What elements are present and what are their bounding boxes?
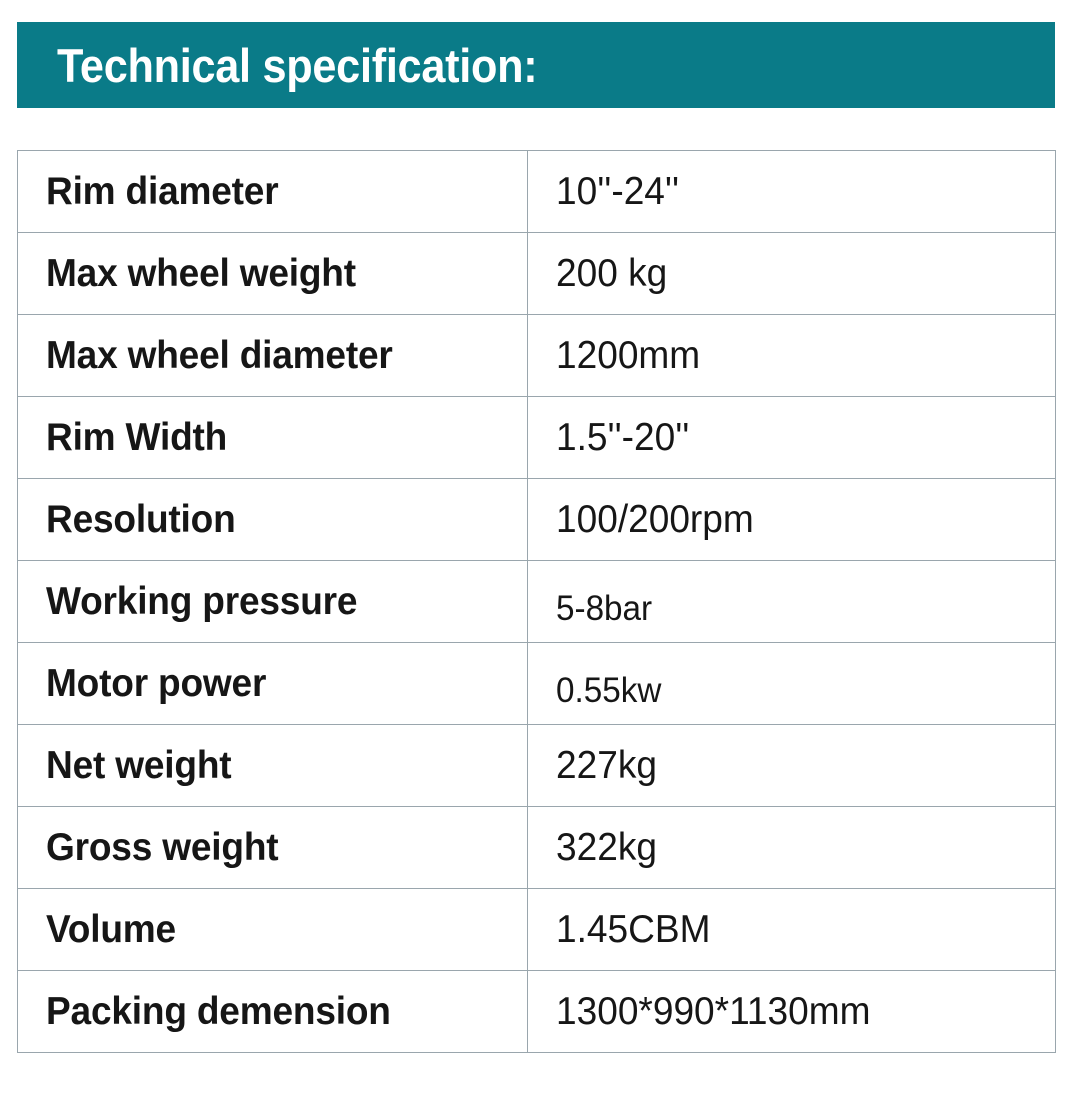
table-row: Resolution 100/200rpm [17, 478, 1056, 561]
spec-label-cell: Resolution [17, 478, 528, 561]
spec-label-cell: Rim Width [17, 396, 528, 479]
spec-value-text: 5-8bar [556, 588, 653, 628]
table-row: Net weight 227kg [17, 724, 1056, 807]
spec-value-text: 1.5''-20'' [556, 415, 690, 459]
table-row: Volume 1.45CBM [17, 888, 1056, 971]
spec-label-text: Resolution [46, 497, 236, 541]
spec-value-cell: 1.45CBM [527, 888, 1056, 971]
spec-value-text: 322kg [556, 825, 657, 869]
spec-value-cell: 322kg [527, 806, 1056, 889]
spec-label-cell: Packing demension [17, 970, 528, 1053]
spec-label-text: Gross weight [46, 825, 279, 869]
spec-label-text: Max wheel diameter [46, 333, 393, 377]
table-row: Gross weight 322kg [17, 806, 1056, 889]
spec-label-cell: Gross weight [17, 806, 528, 889]
spec-value-cell: 1200mm [527, 314, 1056, 397]
spec-value-text: 10''-24'' [556, 169, 680, 213]
spec-value-cell: 200 kg [527, 232, 1056, 315]
spec-value-text: 200 kg [556, 251, 668, 295]
spec-label-cell: Volume [17, 888, 528, 971]
spec-value-text: 1.45CBM [556, 907, 711, 951]
spec-label-text: Volume [46, 907, 176, 951]
spec-value-text: 100/200rpm [556, 497, 754, 541]
table-row: Max wheel diameter 1200mm [17, 314, 1056, 397]
spec-label-text: Max wheel weight [46, 251, 356, 295]
spec-value-cell: 100/200rpm [527, 478, 1056, 561]
spec-label-cell: Motor power [17, 642, 528, 725]
table-row: Motor power 0.55kw [17, 642, 1056, 725]
spec-label-text: Rim Width [46, 415, 228, 459]
spec-header-banner: Technical specification: [17, 22, 1055, 108]
spec-label-cell: Net weight [17, 724, 528, 807]
spec-value-text: 1300*990*1130mm [556, 989, 871, 1033]
technical-specification-table: Rim diameter 10''-24'' Max wheel weight 200… [17, 150, 1056, 1053]
table-row: Rim diameter 10''-24'' [17, 150, 1056, 233]
spec-value-cell: 10''-24'' [527, 150, 1056, 233]
spec-label-cell: Max wheel diameter [17, 314, 528, 397]
spec-value-text: 1200mm [556, 333, 701, 377]
spec-value-cell: 227kg [527, 724, 1056, 807]
table-row: Max wheel weight 200 kg [17, 232, 1056, 315]
spec-value-text: 0.55kw [556, 670, 662, 710]
spec-value-cell: 1.5''-20'' [527, 396, 1056, 479]
spec-label-text: Motor power [46, 661, 267, 705]
spec-value-cell: 1300*990*1130mm [527, 970, 1056, 1053]
spec-value-text: 227kg [556, 743, 657, 787]
spec-value-cell: 0.55kw [527, 642, 1056, 725]
spec-label-text: Working pressure [46, 579, 358, 623]
table-row: Working pressure 5-8bar [17, 560, 1056, 643]
spec-table-container: Rim diameter 10''-24'' Max wheel weight 200… [17, 150, 1056, 1053]
spec-label-text: Rim diameter [46, 169, 279, 213]
spec-label-cell: Rim diameter [17, 150, 528, 233]
spec-label-cell: Max wheel weight [17, 232, 528, 315]
page-title: Technical specification: [57, 38, 538, 92]
spec-label-cell: Working pressure [17, 560, 528, 643]
table-row: Packing demension 1300*990*1130mm [17, 970, 1056, 1053]
spec-label-text: Packing demension [46, 989, 391, 1033]
spec-table-body: Rim diameter 10''-24'' Max wheel weight 200… [17, 150, 1056, 1053]
table-row: Rim Width 1.5''-20'' [17, 396, 1056, 479]
spec-label-text: Net weight [46, 743, 232, 787]
spec-value-cell: 5-8bar [527, 560, 1056, 643]
